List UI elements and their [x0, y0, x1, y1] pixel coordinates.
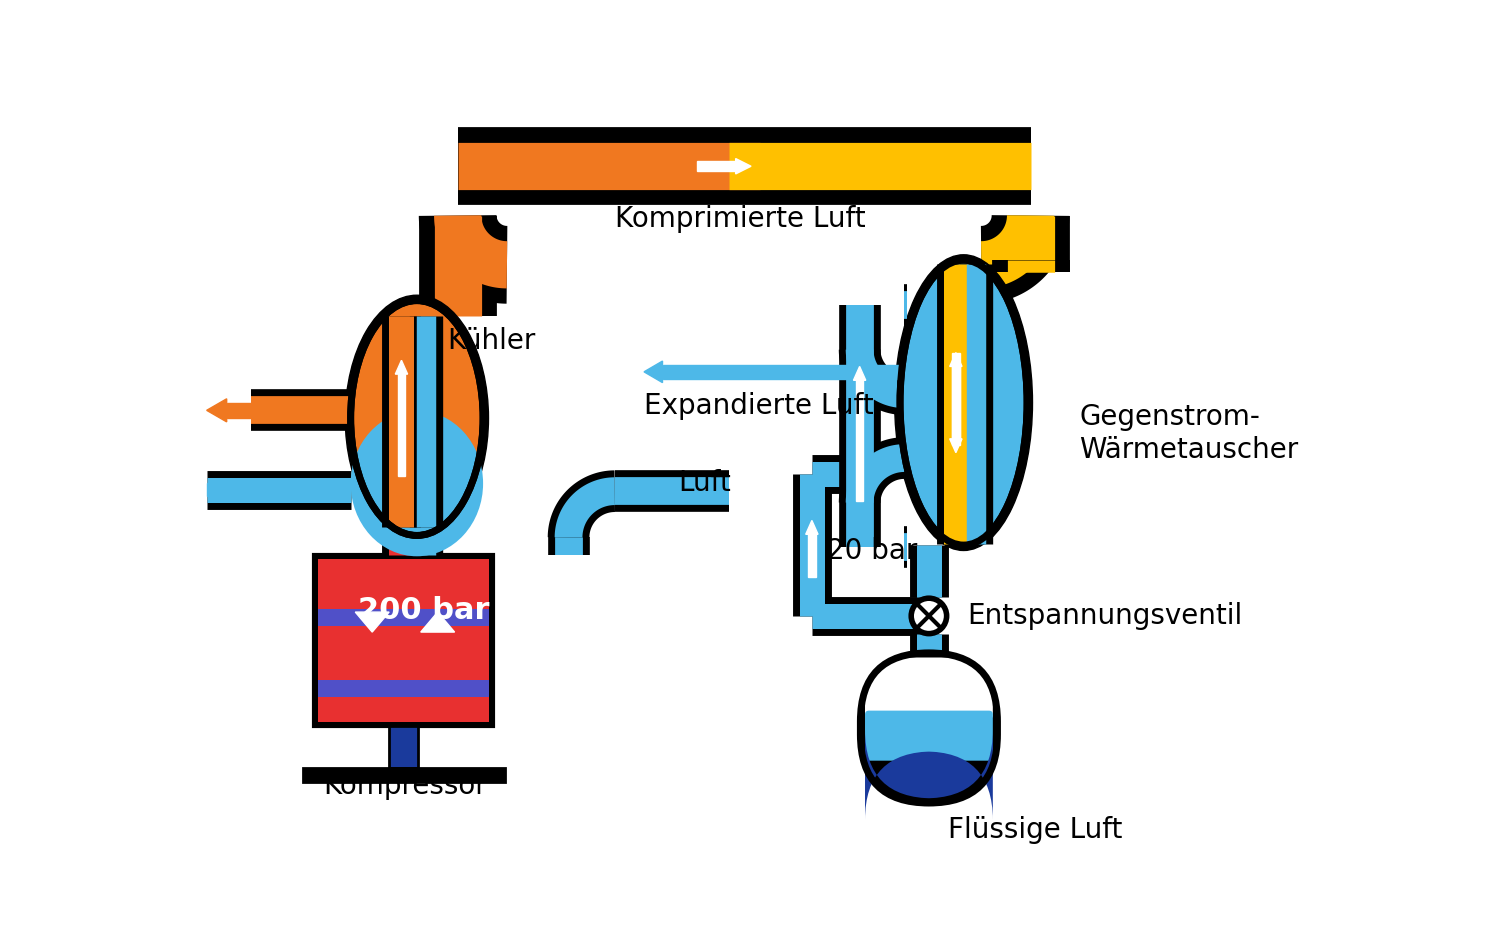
Text: Expandierte Luft: Expandierte Luft — [644, 393, 873, 420]
Polygon shape — [662, 364, 856, 380]
Polygon shape — [735, 158, 751, 174]
Polygon shape — [356, 612, 390, 632]
Ellipse shape — [351, 411, 484, 556]
Text: 20 bar: 20 bar — [827, 537, 918, 566]
Polygon shape — [226, 402, 263, 418]
Polygon shape — [396, 361, 408, 374]
Polygon shape — [949, 353, 963, 366]
Polygon shape — [952, 366, 960, 445]
FancyBboxPatch shape — [865, 711, 992, 761]
Text: Komprimierte Luft: Komprimierte Luft — [615, 205, 866, 233]
Polygon shape — [949, 438, 963, 453]
Bar — [318, 559, 490, 609]
Text: Flüssige Luft: Flüssige Luft — [948, 816, 1122, 844]
Ellipse shape — [894, 254, 1033, 550]
Ellipse shape — [345, 295, 488, 541]
Bar — [314, 555, 493, 726]
Circle shape — [911, 598, 946, 634]
Polygon shape — [647, 484, 722, 498]
Polygon shape — [274, 483, 315, 496]
Polygon shape — [628, 480, 647, 502]
FancyBboxPatch shape — [865, 730, 992, 820]
Polygon shape — [315, 479, 332, 500]
Polygon shape — [207, 483, 246, 496]
Text: Kühler: Kühler — [448, 327, 536, 355]
Ellipse shape — [351, 301, 484, 535]
Polygon shape — [246, 479, 263, 500]
Bar — [390, 726, 418, 769]
Polygon shape — [875, 364, 902, 380]
Polygon shape — [808, 534, 815, 577]
Polygon shape — [421, 612, 455, 632]
Text: Luft: Luft — [679, 470, 732, 497]
Polygon shape — [856, 381, 863, 501]
Bar — [318, 626, 490, 679]
Polygon shape — [856, 361, 875, 382]
FancyBboxPatch shape — [865, 658, 992, 719]
Polygon shape — [805, 520, 818, 534]
Polygon shape — [854, 366, 866, 381]
Ellipse shape — [900, 260, 1027, 545]
Text: Gegenstrom-
Wärmetauscher: Gegenstrom- Wärmetauscher — [1079, 403, 1299, 464]
Bar — [318, 679, 490, 697]
Bar — [318, 697, 490, 722]
Polygon shape — [644, 361, 662, 382]
FancyBboxPatch shape — [860, 653, 997, 803]
Polygon shape — [207, 399, 226, 422]
Polygon shape — [952, 353, 960, 438]
Text: Entspannungsventil: Entspannungsventil — [967, 602, 1242, 630]
Bar — [318, 609, 490, 626]
Polygon shape — [698, 161, 735, 171]
Bar — [304, 769, 504, 782]
Text: 200 bar: 200 bar — [357, 596, 490, 625]
Text: Kompressor: Kompressor — [323, 772, 487, 800]
Polygon shape — [397, 374, 405, 475]
